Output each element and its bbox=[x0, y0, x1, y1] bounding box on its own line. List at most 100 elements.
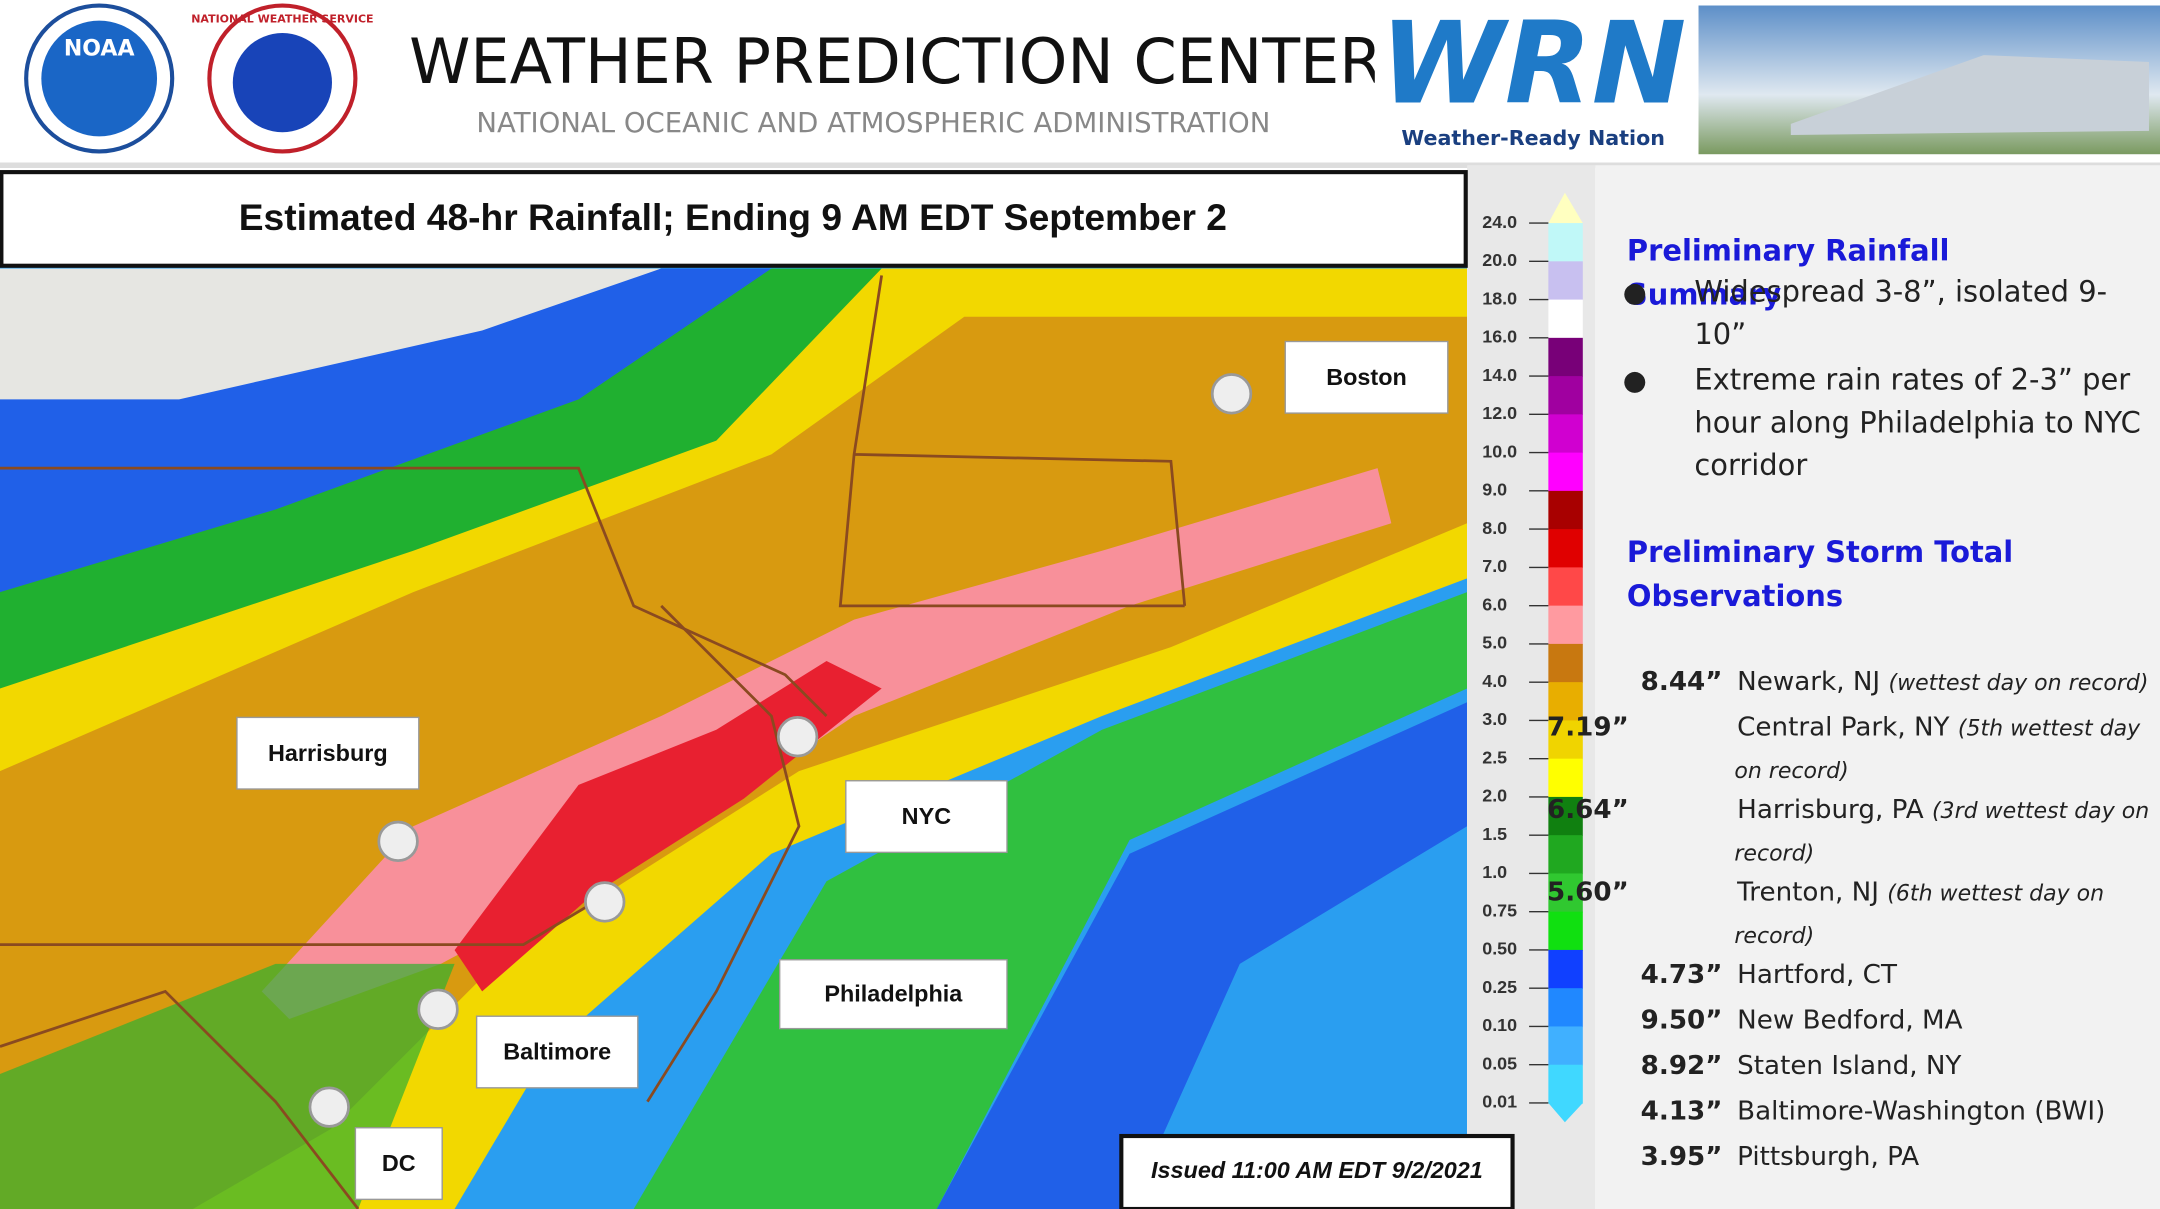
legend-label: 2.5 bbox=[1482, 747, 1507, 767]
observation: 4.73” Hartford, CT bbox=[1641, 954, 2151, 995]
legend-swatch bbox=[1548, 911, 1583, 951]
legend-swatch bbox=[1548, 873, 1583, 913]
city-label: Baltimore bbox=[503, 1039, 611, 1065]
border bbox=[0, 989, 360, 1209]
rain-blue bbox=[0, 268, 772, 606]
page-title: WEATHER PREDICTION CENTER bbox=[409, 25, 1382, 98]
observation: 6.64” Harrisburg, PA (3rd wettest day on… bbox=[1547, 789, 2151, 874]
city-marker bbox=[308, 1086, 350, 1128]
legend-swatch bbox=[1548, 643, 1583, 683]
legend-swatch bbox=[1548, 835, 1583, 875]
noaa-text: NOAA bbox=[64, 37, 135, 62]
place: Hartford, CT bbox=[1737, 959, 1897, 991]
legend-swatch bbox=[1548, 949, 1583, 989]
amount: 8.44” bbox=[1640, 666, 1723, 697]
rainfall-map bbox=[0, 267, 1468, 1209]
map-title: Estimated 48-hr Rainfall; Ending 9 AM ED… bbox=[239, 196, 1227, 238]
rain-green bbox=[0, 268, 896, 717]
place: Staten Island, NY bbox=[1737, 1050, 1962, 1081]
observation: 7.19” Central Park, NY (5th wettest day … bbox=[1546, 706, 2151, 791]
amount: 5.60” bbox=[1546, 877, 1629, 908]
city-markers bbox=[308, 373, 1253, 1128]
legend-swatch bbox=[1548, 796, 1583, 836]
legend-label: 0.10 bbox=[1482, 1015, 1517, 1035]
border bbox=[838, 275, 1187, 608]
legend-swatch bbox=[1548, 1064, 1583, 1104]
city-marker bbox=[1210, 373, 1253, 415]
place: Harrisburg, PA bbox=[1737, 794, 1924, 825]
legend-label: 12.0 bbox=[1482, 403, 1517, 423]
legend-cap bbox=[1548, 192, 1583, 224]
city-marker bbox=[417, 988, 459, 1030]
place: Pittsburgh, PA bbox=[1737, 1141, 1920, 1172]
noaa-logo-inner bbox=[41, 20, 158, 137]
legend-label: 18.0 bbox=[1482, 288, 1517, 308]
borders bbox=[0, 275, 1187, 1209]
amount: 7.19” bbox=[1546, 711, 1629, 743]
legend-swatch bbox=[1548, 490, 1583, 530]
legend-label: 8.0 bbox=[1482, 518, 1507, 538]
legend-swatch bbox=[1548, 605, 1583, 645]
issued-text: Issued 11:00 AM EDT 9/2/2021 bbox=[1151, 1157, 1483, 1183]
legend-label: 20.0 bbox=[1482, 250, 1517, 270]
rain-red bbox=[454, 660, 882, 992]
border bbox=[646, 604, 801, 1103]
legend-swatch bbox=[1548, 988, 1583, 1028]
city-box bbox=[1284, 340, 1449, 414]
legend-label: 3.0 bbox=[1482, 709, 1507, 729]
legend-label: 0.05 bbox=[1482, 1053, 1517, 1073]
legend-swatch bbox=[1548, 720, 1583, 760]
city-label: Harrisburg bbox=[268, 740, 388, 766]
city-label: NYC bbox=[902, 803, 952, 829]
legend-label: 1.5 bbox=[1482, 824, 1507, 844]
city-box bbox=[475, 1015, 639, 1089]
city-label: Philadelphia bbox=[824, 981, 963, 1007]
legend-swatch bbox=[1548, 1026, 1583, 1066]
legend-swatch bbox=[1548, 529, 1583, 569]
observations-heading: Preliminary Storm Total Observations bbox=[1626, 535, 2014, 613]
observation: 8.92” Staten Island, NY bbox=[1641, 1045, 2151, 1086]
legend-swatch bbox=[1548, 452, 1583, 492]
observation: 9.50” New Bedford, MA bbox=[1641, 1000, 2151, 1041]
legend-swatch bbox=[1548, 758, 1583, 798]
legend-label: 5.0 bbox=[1482, 633, 1507, 653]
legend-label: 1.0 bbox=[1482, 862, 1507, 882]
place: Central Park, NY bbox=[1737, 711, 1950, 743]
city-box bbox=[779, 959, 1008, 1030]
page-subtitle: NATIONAL OCEANIC AND ATMOSPHERIC ADMINIS… bbox=[476, 107, 1270, 139]
observation: 8.44” Newark, NJ (wettest day on record) bbox=[1641, 661, 2151, 704]
amount: 3.95” bbox=[1640, 1141, 1723, 1172]
basemap bbox=[0, 268, 662, 414]
city-label: Boston bbox=[1326, 364, 1407, 390]
place: Newark, NJ bbox=[1737, 666, 1881, 697]
note: (5th wettest day on record) bbox=[1734, 714, 2141, 784]
legend-swatch bbox=[1548, 337, 1583, 377]
legend-label: 10.0 bbox=[1482, 441, 1517, 461]
nws-logo-inner bbox=[232, 33, 332, 133]
observation: 3.95” Pittsburgh, PA bbox=[1641, 1136, 2151, 1177]
legend-label: 0.25 bbox=[1482, 977, 1517, 997]
legend: 24.0 20.0 18.0 16.0 14.0 12.0 10.0 9.0 8.0 7.0 6.0… bbox=[1482, 192, 1583, 1123]
bullet-text: Extreme rain rates of 2-3” per hour alon… bbox=[1694, 363, 2141, 482]
place: New Bedford, MA bbox=[1737, 1005, 1963, 1036]
header-rule bbox=[0, 162, 2160, 168]
legend-swatch bbox=[1548, 682, 1583, 722]
rain-green-2 bbox=[633, 592, 1468, 1209]
legend-label: 4.0 bbox=[1482, 671, 1507, 691]
legend-label: 0.50 bbox=[1482, 939, 1517, 959]
legend-swatch bbox=[1548, 414, 1583, 454]
legend-label: 0.75 bbox=[1482, 900, 1517, 920]
legend-label: 0.01 bbox=[1482, 1092, 1517, 1112]
amount: 8.92” bbox=[1640, 1050, 1723, 1081]
rain-green-3 bbox=[0, 963, 455, 1209]
border bbox=[0, 466, 828, 718]
side-panel: Preliminary Rainfall Summary ● Widespread… bbox=[1546, 165, 2160, 1209]
note: (3rd wettest day on record) bbox=[1734, 797, 2150, 867]
note: (wettest day on record) bbox=[1888, 669, 2149, 696]
legend-label: 9.0 bbox=[1482, 480, 1507, 500]
rain-blue-2 bbox=[936, 702, 1468, 1209]
legend-tip bbox=[1548, 1102, 1583, 1123]
place: Trenton, NJ bbox=[1737, 877, 1879, 908]
amount: 9.50” bbox=[1640, 1005, 1723, 1036]
